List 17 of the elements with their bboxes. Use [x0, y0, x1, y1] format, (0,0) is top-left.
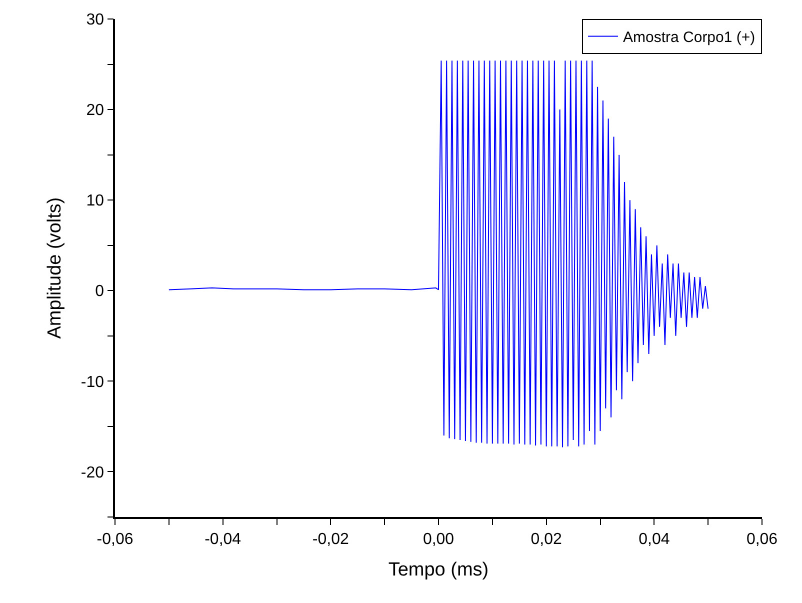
x-tick-label: -0,06 [96, 530, 134, 548]
y-tick-label: 20 [86, 102, 104, 120]
y-tick-label: 10 [86, 192, 104, 210]
x-tick-label: -0,04 [204, 530, 242, 548]
y-tick-label: -20 [80, 464, 104, 482]
x-axis-title: Tempo (ms) [388, 559, 489, 580]
y-tick-label: -10 [80, 374, 104, 391]
x-tick-label: 0,00 [422, 530, 454, 548]
y-axis-title: Amplitude (volts) [44, 197, 66, 339]
y-tick-label: 0 [95, 283, 104, 300]
x-tick-label: 0,02 [530, 530, 562, 548]
legend-label: Amostra Corpo1 (+) [623, 29, 756, 46]
x-tick-label: 0,06 [746, 530, 778, 548]
x-tick-label: -0,02 [312, 530, 350, 548]
y-tick-label: 30 [86, 12, 104, 29]
x-tick-label: 0,04 [638, 530, 670, 548]
line-series [168, 60, 709, 448]
